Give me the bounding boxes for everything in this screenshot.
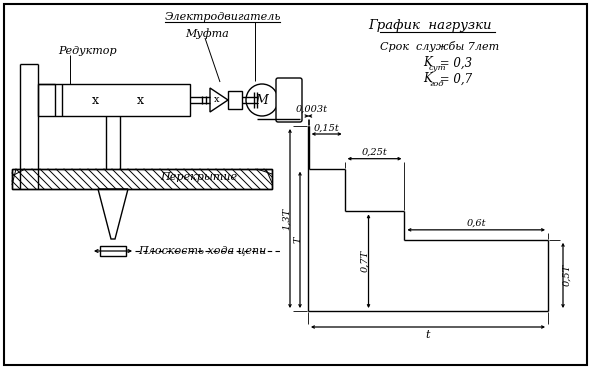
Text: Муфта: Муфта <box>185 29 229 39</box>
Text: t: t <box>426 330 430 340</box>
Text: Плоскость хода цепи: Плоскость хода цепи <box>138 246 267 256</box>
Text: Срок  службы 7лет: Срок службы 7лет <box>381 41 499 52</box>
Bar <box>12 169 272 189</box>
Text: год: год <box>430 80 444 88</box>
Text: x: x <box>92 93 99 107</box>
Text: Редуктор: Редуктор <box>58 46 116 56</box>
Text: Электродвигатель: Электродвигатель <box>165 12 281 22</box>
Text: 0,7T: 0,7T <box>360 250 369 272</box>
Text: 0,5T: 0,5T <box>563 264 571 286</box>
Text: K: K <box>424 56 433 69</box>
Text: Перекрытие: Перекрытие <box>160 172 237 182</box>
Text: K: K <box>424 72 433 86</box>
Bar <box>228 91 242 109</box>
Bar <box>100 246 126 256</box>
FancyBboxPatch shape <box>276 78 302 122</box>
Text: 0,003t: 0,003t <box>296 104 327 114</box>
Text: 0,25t: 0,25t <box>362 147 387 156</box>
Text: График  нагрузки: График нагрузки <box>368 20 492 32</box>
Bar <box>38 84 190 116</box>
Bar <box>12 169 272 189</box>
Text: 0,6t: 0,6t <box>466 218 486 227</box>
Text: x: x <box>215 96 220 104</box>
Text: сут: сут <box>428 64 446 72</box>
Text: x: x <box>137 93 144 107</box>
Text: = 0,3: = 0,3 <box>436 56 472 69</box>
Text: T: T <box>294 237 303 243</box>
Text: 1,3T: 1,3T <box>281 207 291 230</box>
Text: = 0,7: = 0,7 <box>436 72 472 86</box>
Text: M: M <box>256 93 268 107</box>
Text: 0,15t: 0,15t <box>314 124 340 132</box>
